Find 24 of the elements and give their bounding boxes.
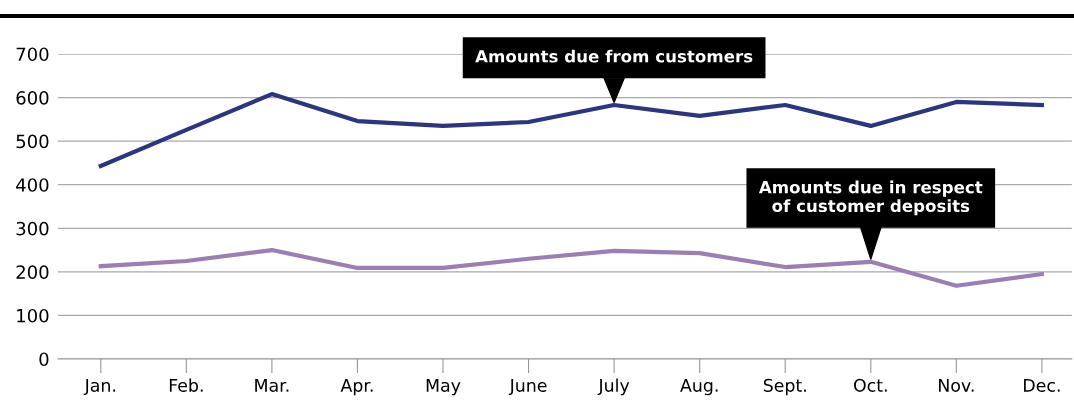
y-tick-label: 600 — [16, 91, 49, 105]
x-tick-label: Aug. — [680, 378, 718, 396]
line-series — [98, 247, 1044, 288]
x-tick-label: Apr. — [340, 378, 373, 396]
x-tick-label: Nov. — [939, 378, 974, 392]
y-tick-label: 300 — [16, 221, 49, 236]
annotation: Amounts due from customers — [475, 49, 753, 63]
y-tick-label: 400 — [16, 178, 49, 192]
x-tick-label: Feb. — [169, 378, 203, 392]
x-tick-label: Jan. — [83, 378, 116, 396]
y-tick-label: 700 — [16, 47, 49, 62]
y-tick-label: 500 — [16, 134, 49, 149]
y-tick-label: 0 — [39, 352, 49, 367]
x-tick-label: Mar. — [255, 378, 289, 392]
y-tick-label: 200 — [16, 265, 49, 279]
x-tick-label: June — [508, 378, 547, 396]
line-series — [98, 92, 1044, 169]
x-tick-label: July — [597, 378, 630, 396]
x-tick-label: Sept. — [763, 378, 806, 396]
x-tick-label: May — [426, 378, 461, 396]
x-tick-label: Dec. — [1024, 378, 1060, 392]
y-tick-label: 100 — [17, 308, 49, 323]
x-tick-label: Oct. — [854, 378, 887, 392]
annotation: Amounts due in respect of customer deposits — [758, 180, 983, 216]
